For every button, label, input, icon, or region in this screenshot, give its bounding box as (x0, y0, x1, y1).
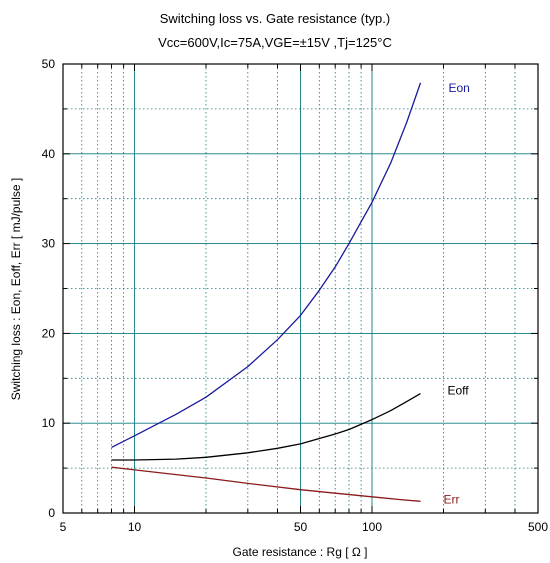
y-axis-label: Switching loss : Eon, Eoff, Err [ mJ/pul… (9, 178, 23, 401)
y-tick-label: 40 (42, 147, 56, 161)
chart-title: Switching loss vs. Gate resistance (typ.… (160, 11, 390, 26)
series-label-err: Err (443, 492, 459, 506)
y-tick-label: 10 (42, 416, 56, 430)
y-tick-label: 0 (48, 506, 55, 520)
y-tick-label: 20 (42, 326, 56, 340)
x-tick-label: 100 (362, 520, 382, 534)
series-line-err (111, 466, 421, 502)
series-layer (111, 82, 422, 502)
series-label-eoff: Eoff (447, 384, 469, 398)
grid (63, 64, 538, 513)
y-tick-label: 30 (42, 237, 56, 251)
series-line-eoff (111, 393, 421, 461)
x-tick-label: 5 (60, 520, 67, 534)
series-label-eon: Eon (448, 81, 469, 95)
x-tick-label: 500 (528, 520, 548, 534)
chart-subtitle: Vcc=600V,Ic=75A,VGE=±15V ,Tj=125°C (158, 35, 392, 50)
y-tick-label: 50 (42, 57, 56, 71)
x-tick-label: 10 (128, 520, 142, 534)
x-axis-label: Gate resistance : Rg [ Ω ] (232, 545, 367, 559)
x-tick-label: 50 (294, 520, 308, 534)
series-labels: Eon Eoff Err (443, 81, 469, 506)
series-line-eon (111, 82, 422, 448)
axis-ticks: 5 10 50 100 500 0 10 20 30 40 50 (42, 57, 549, 534)
